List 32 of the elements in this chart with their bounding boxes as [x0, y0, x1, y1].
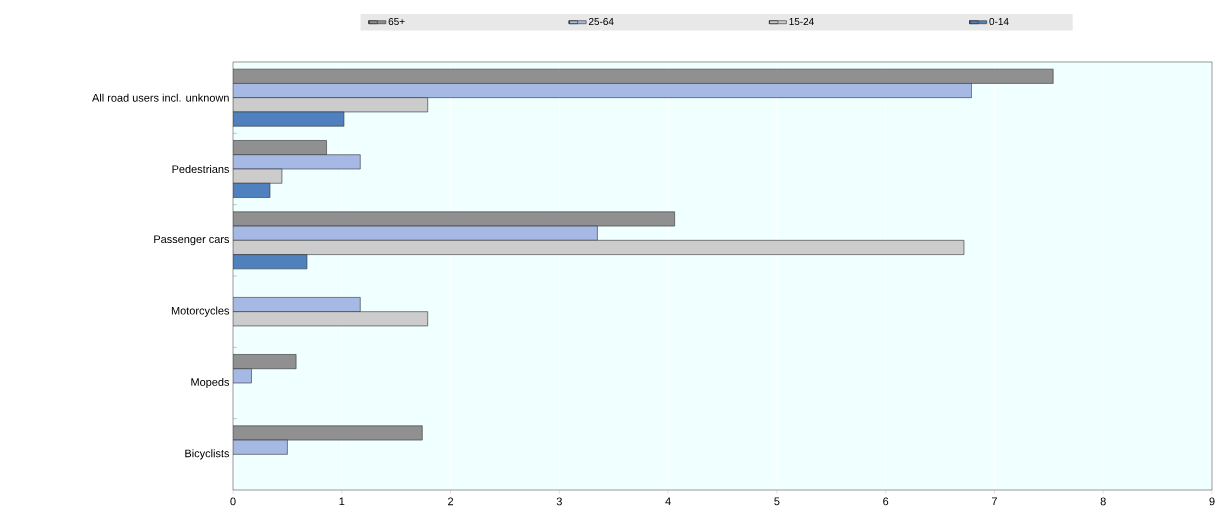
- x-tick-label: 1: [339, 497, 345, 506]
- y-tick-label: Motorcycles: [171, 306, 230, 317]
- bar: [233, 225, 598, 241]
- x-tick-label: 4: [665, 497, 671, 506]
- bar: [233, 83, 972, 98]
- x-tick-label: 8: [1100, 497, 1106, 506]
- bar: [233, 68, 1054, 84]
- bar: [233, 297, 361, 312]
- x-tick-label: 0: [230, 497, 236, 506]
- bar: [233, 211, 675, 227]
- bar: [233, 425, 423, 441]
- bar: [233, 140, 327, 156]
- x-tick-label: 9: [1209, 497, 1215, 506]
- x-tick-label: 5: [774, 497, 780, 506]
- x-tick-label: 3: [556, 497, 562, 506]
- bar: [233, 240, 965, 255]
- bar: [233, 154, 361, 170]
- legend-label: 65+: [388, 17, 405, 26]
- legend-label: 0-14: [989, 17, 1009, 26]
- x-tick-label: 7: [991, 497, 997, 506]
- bar: [233, 311, 429, 327]
- y-tick-label: Bicyclists: [185, 449, 230, 460]
- bar: [233, 111, 345, 127]
- legend-label: 15-24: [789, 17, 814, 26]
- x-tick-label: 6: [883, 497, 889, 506]
- y-tick-label: Pedestrians: [172, 164, 230, 174]
- legend-label: 25-64: [588, 17, 614, 26]
- y-tick-label: Mopeds: [191, 377, 230, 389]
- y-tick-label: Passenger cars: [154, 235, 230, 246]
- y-tick-label: All road users incl. unknown: [92, 93, 229, 102]
- bar: [233, 97, 429, 113]
- x-tick-label: 2: [448, 497, 454, 506]
